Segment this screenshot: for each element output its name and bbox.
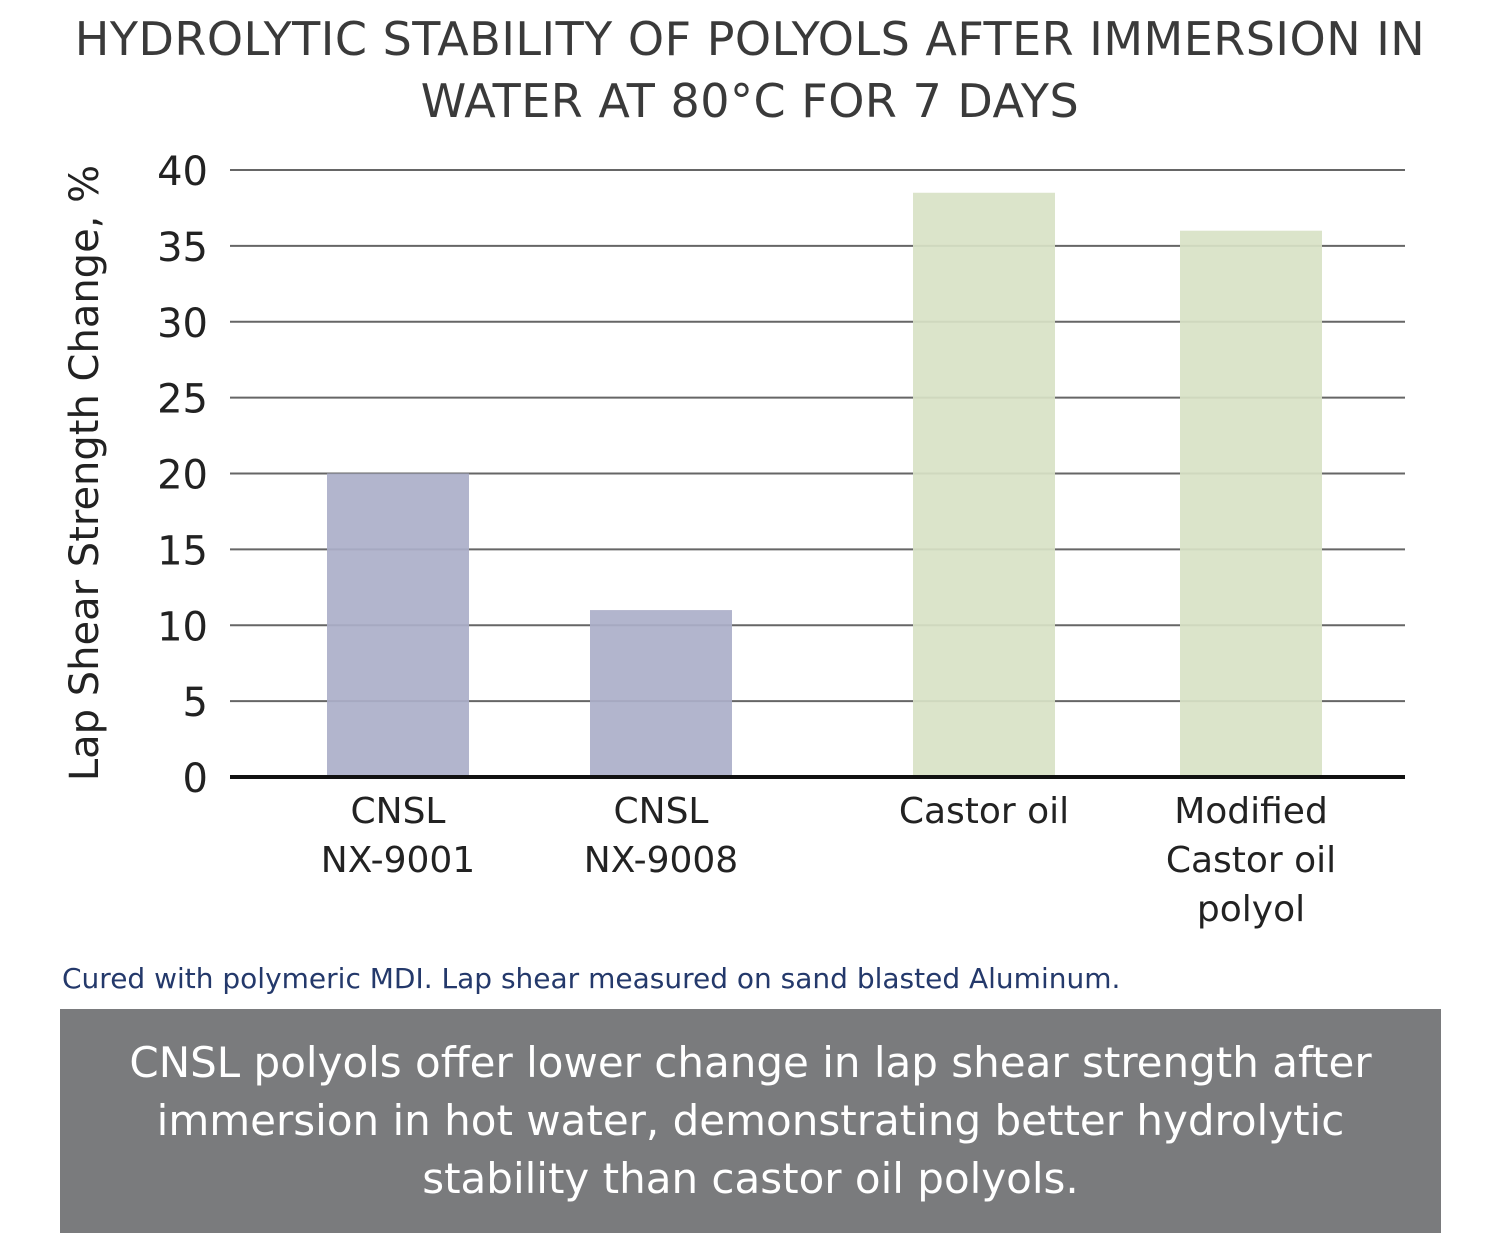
bar-chart: 0 5 10 15 20 25 30 35 40 CNSL NX-9001 CNSL NX-9008 Ca… (62, 149, 1405, 930)
x-tick-label: NX-9008 (584, 840, 738, 881)
x-tick-label: Castor oil (1166, 840, 1336, 881)
bar (590, 610, 732, 777)
x-tick-label: NX-9001 (321, 840, 475, 881)
y-tick-label: 40 (157, 149, 208, 195)
y-tick-label: 10 (157, 604, 208, 650)
bar (913, 192, 1055, 777)
x-tick-label: CNSL (614, 791, 709, 832)
y-tick-label: 35 (157, 225, 208, 271)
x-tick-label: polyol (1197, 889, 1305, 930)
x-tick-label: Modified (1174, 791, 1328, 832)
bar (327, 473, 469, 777)
footnote: Cured with polymeric MDI. Lap shear meas… (62, 962, 1121, 995)
y-tick-label: 5 (183, 680, 208, 726)
callout-text: CNSL polyols offer lower change in lap s… (129, 1038, 1372, 1203)
y-tick-label: 20 (157, 453, 208, 499)
y-tick-label: 25 (157, 377, 208, 423)
y-axis-label: Lap Shear Strength Change, % (62, 165, 108, 781)
y-tick-label: 0 (183, 756, 208, 802)
x-tick-label: Castor oil (899, 791, 1069, 832)
x-tick-label: CNSL (351, 791, 446, 832)
bar (1180, 230, 1322, 777)
callout-box: CNSL polyols offer lower change in lap s… (60, 1009, 1441, 1233)
y-tick-label: 30 (157, 301, 208, 347)
y-tick-label: 15 (157, 528, 208, 574)
chart-title: HYDROLYTIC STABILITY OF POLYOLS AFTER IM… (74, 12, 1426, 128)
